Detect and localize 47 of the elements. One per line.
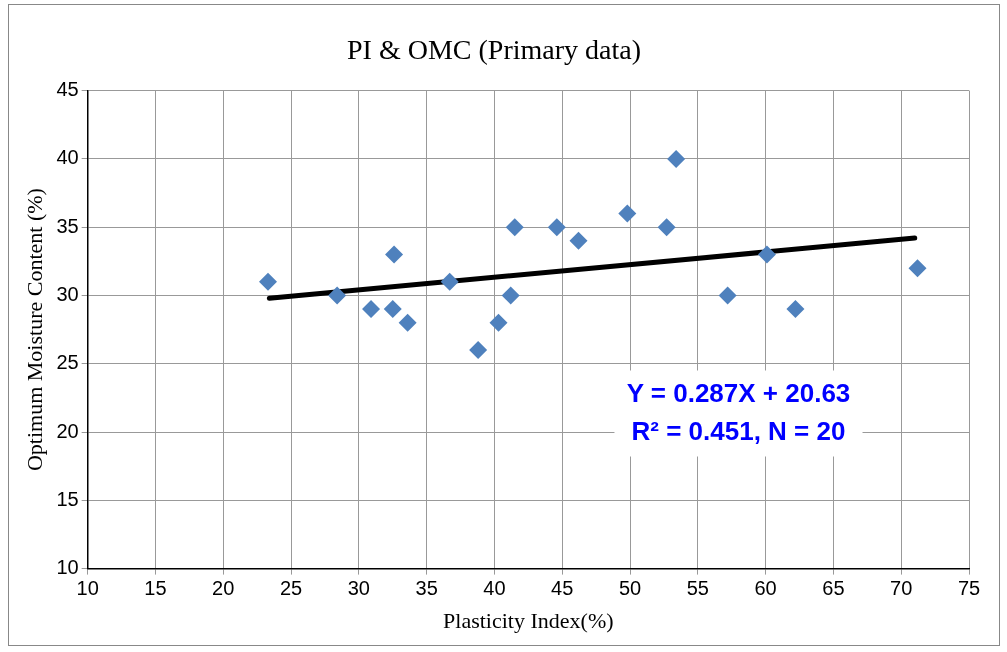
point	[505, 218, 524, 237]
point	[489, 313, 508, 332]
annotation: R² = 0.451, N = 20	[631, 415, 846, 446]
y-tick-label: 15	[56, 487, 79, 510]
annotation: Y = 0.287X + 20.63	[626, 377, 851, 408]
x-tick-label: 75	[957, 577, 981, 600]
point	[501, 286, 520, 305]
point	[440, 272, 459, 291]
x-tick-label: 35	[415, 577, 438, 600]
x-tick-label: 60	[754, 577, 777, 600]
x-tick-label: 65	[822, 577, 845, 600]
x-tick-label: 10	[76, 577, 99, 600]
y-tick-label: 10	[56, 556, 79, 579]
point	[398, 313, 417, 332]
point	[667, 149, 686, 168]
y-tick-label: 35	[56, 214, 79, 237]
y-axis-title: Optimum Moisture Content (%)	[21, 188, 47, 472]
y-tick-label: 30	[56, 282, 79, 305]
x-tick-label: 30	[347, 577, 370, 600]
x-tick-label: 70	[890, 577, 913, 600]
x-tick-label: 25	[279, 577, 303, 600]
x-tick-label: 45	[551, 577, 574, 600]
point	[718, 286, 737, 305]
x-tick-label: 50	[618, 577, 642, 600]
y-tick-label: 40	[56, 146, 79, 169]
point	[618, 204, 637, 223]
point	[328, 286, 347, 305]
x-tick-label: 40	[483, 577, 506, 600]
point	[362, 300, 381, 319]
point	[547, 218, 566, 237]
y-tick-label: 25	[56, 351, 79, 374]
x-tick-label: 20	[212, 577, 235, 600]
point	[757, 245, 776, 264]
point	[383, 300, 402, 319]
point	[385, 245, 404, 264]
x-tick-label: 55	[686, 577, 709, 600]
x-tick-label: 15	[144, 577, 167, 600]
y-tick-label: 45	[56, 78, 79, 101]
chart-title: PI & OMC (Primary data)	[347, 34, 641, 66]
point	[786, 300, 805, 319]
point	[258, 272, 277, 291]
point	[569, 231, 588, 250]
point	[908, 259, 927, 278]
point	[657, 218, 676, 237]
y-tick-label: 20	[56, 419, 79, 442]
x-axis-title: Plasticity Index(%)	[443, 607, 614, 633]
point	[469, 341, 488, 360]
